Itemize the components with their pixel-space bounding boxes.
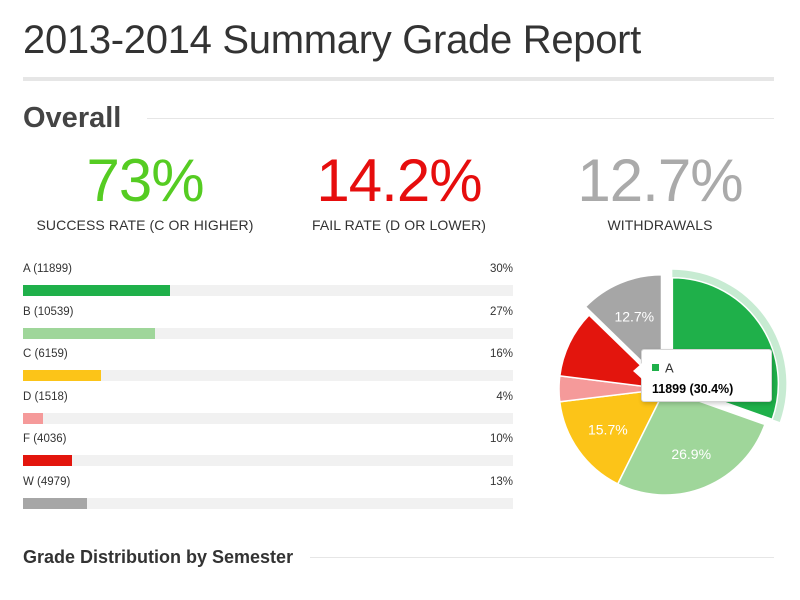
success-rate-value: 73% xyxy=(86,147,204,214)
grade-bar-track xyxy=(23,285,513,296)
grade-bar-track xyxy=(23,455,513,466)
grade-bar-row: F (4036) 10% xyxy=(23,433,513,476)
grade-bar-list: A (11899) 30% B (10539) 27% C (6159) 16%… xyxy=(23,263,513,518)
distribution-heading: Grade Distribution by Semester xyxy=(23,547,294,567)
grade-bar-label: C (6159) xyxy=(23,348,68,360)
pie-slice-label-c: 15.7% xyxy=(588,421,628,437)
grade-bar-percent: 10% xyxy=(489,433,513,445)
grade-bar-label: F (4036) xyxy=(23,433,67,445)
grade-bar-fill xyxy=(23,285,170,296)
grade-bar-label: B (10539) xyxy=(23,305,74,318)
grade-bar-label: D (1518) xyxy=(23,390,68,403)
tooltip-caret xyxy=(633,363,642,379)
pie-tooltip: A 11899 (30.4%) xyxy=(633,349,772,402)
grade-bar-percent: 4% xyxy=(496,390,513,403)
overall-divider xyxy=(147,118,774,119)
grade-bar-fill xyxy=(23,455,72,466)
grade-bar-percent: 27% xyxy=(489,305,513,318)
grade-bar-label: A (11899) xyxy=(23,263,73,275)
tooltip-value: 11899 (30.4%) xyxy=(652,382,734,396)
tooltip-color-swatch xyxy=(652,364,659,372)
success-rate-stat: 73% SUCCESS RATE (C OR HIGHER) xyxy=(23,147,267,234)
grade-bar-fill xyxy=(23,497,87,509)
fail-rate-stat: 14.2% FAIL RATE (D OR LOWER) xyxy=(290,147,508,234)
fail-rate-value: 14.2% xyxy=(316,147,482,214)
grade-bar-row: A (11899) 30% xyxy=(23,263,513,306)
grade-bar-fill xyxy=(23,412,43,424)
grade-bar-percent: 30% xyxy=(489,263,513,275)
pie-slice-label-b: 26.9% xyxy=(671,446,711,462)
grade-bar-track xyxy=(23,497,513,509)
grade-bar-percent: 13% xyxy=(489,475,513,488)
overall-heading: Overall xyxy=(23,102,122,134)
pie-slice-c[interactable] xyxy=(558,388,667,485)
grade-bar-row: W (4979) 13% xyxy=(23,476,513,519)
distribution-divider xyxy=(310,557,774,558)
grade-bar-percent: 16% xyxy=(489,348,513,360)
page-title: 2013-2014 Summary Grade Report xyxy=(23,18,641,62)
grade-bar-label: W (4979) xyxy=(23,475,71,488)
title-divider xyxy=(23,77,774,81)
grade-bar-track xyxy=(23,370,513,381)
pie-slice-b[interactable] xyxy=(616,388,766,496)
pie-slice-label-w: 12.7% xyxy=(614,308,654,324)
withdrawals-value: 12.7% xyxy=(577,147,743,214)
success-rate-label: SUCCESS RATE (C OR HIGHER) xyxy=(36,217,254,233)
tooltip-series-name: A xyxy=(665,360,674,376)
grade-bar-track xyxy=(23,327,513,339)
grade-bar-track xyxy=(23,412,513,424)
grade-bar-row: D (1518) 4% xyxy=(23,391,513,434)
grade-bar-row: C (6159) 16% xyxy=(23,348,513,391)
grade-bar-fill xyxy=(23,370,102,381)
withdrawals-stat: 12.7% WITHDRAWALS xyxy=(555,147,765,234)
withdrawals-label: WITHDRAWALS xyxy=(607,217,713,233)
grade-bar-row: B (10539) 27% xyxy=(23,306,513,349)
fail-rate-label: FAIL RATE (D OR LOWER) xyxy=(311,217,487,233)
grade-bar-fill xyxy=(23,327,156,339)
